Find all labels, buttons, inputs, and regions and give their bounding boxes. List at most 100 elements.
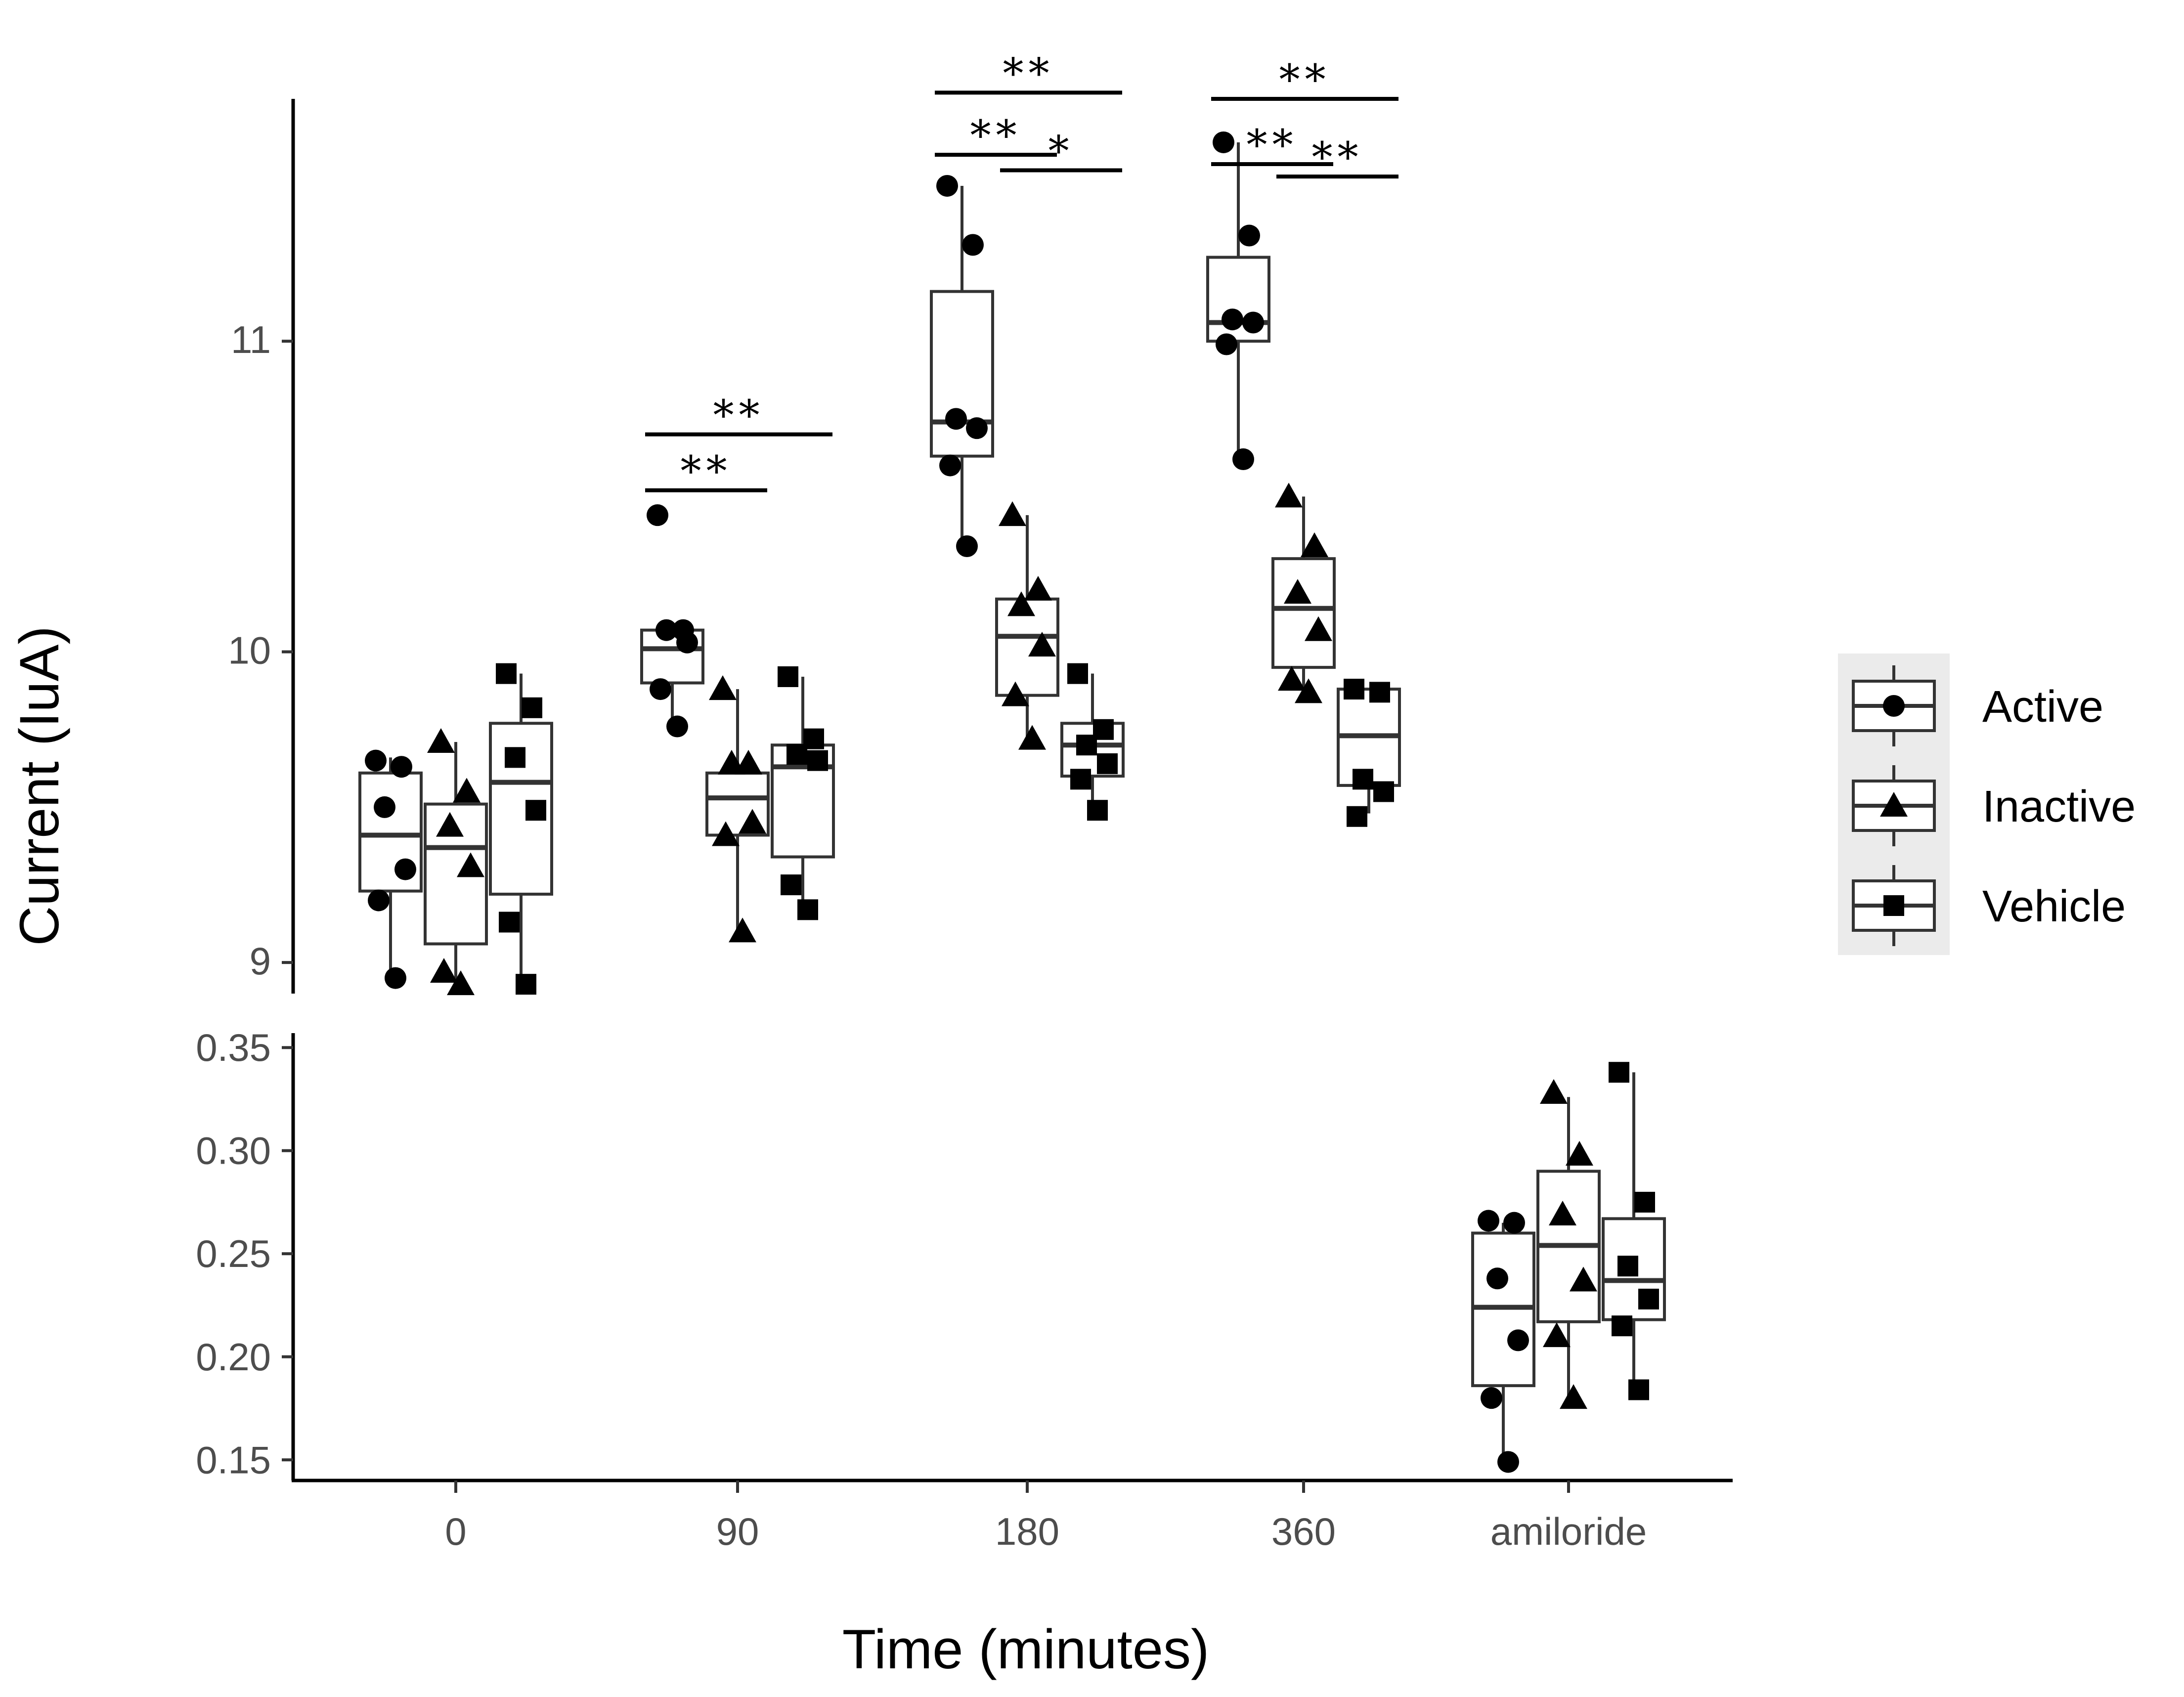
data-point-circle <box>1216 333 1237 355</box>
data-point-circle <box>676 631 698 653</box>
x-tick-label: 0 <box>445 1510 466 1553</box>
upper-y-tick-label: 11 <box>231 318 271 361</box>
lower-y-tick-label: 0.15 <box>196 1438 271 1481</box>
data-point-circle <box>368 889 390 912</box>
data-point-square <box>1628 1379 1649 1400</box>
data-point-square <box>1347 806 1367 827</box>
box-vehicle-amiloride <box>1602 1062 1666 1400</box>
data-point-triangle <box>1275 482 1303 508</box>
legend-key-triangle <box>1880 792 1908 817</box>
data-point-triangle <box>1007 591 1035 616</box>
significance-label: ** <box>1003 49 1054 97</box>
data-point-square <box>786 744 807 765</box>
data-point-square <box>1612 1315 1632 1337</box>
data-point-square <box>1617 1256 1638 1277</box>
data-point-triangle <box>1570 1266 1597 1292</box>
data-point-square <box>522 697 542 718</box>
data-point-triangle <box>430 958 458 983</box>
significance-label: ** <box>1247 121 1298 169</box>
data-point-square <box>496 663 517 684</box>
data-point-square <box>499 912 520 933</box>
box-active-360 <box>1206 131 1270 471</box>
data-point-square <box>1369 682 1390 703</box>
data-point-circle <box>966 417 988 439</box>
data-point-square <box>781 874 801 896</box>
legend: Active Inactive Vehicle <box>1838 653 2136 955</box>
significance-360-inactive-vehicle: ** <box>1276 133 1398 181</box>
significance-180-active-vehicle: ** <box>935 49 1122 97</box>
legend-label: Vehicle <box>1982 882 2126 931</box>
box-active-amiloride <box>1471 1210 1535 1473</box>
data-point-circle <box>374 796 395 818</box>
legend-key-circle <box>1883 695 1905 717</box>
legend-label: Active <box>1982 682 2103 732</box>
significance-annotations: ****** ***** **** <box>645 49 1398 495</box>
data-point-square <box>1070 769 1091 790</box>
box-series <box>358 131 1666 1473</box>
lower-y-tick-label: 0.30 <box>196 1129 271 1173</box>
data-point-square <box>1634 1191 1655 1213</box>
data-point-triangle <box>1305 616 1332 641</box>
box-active-0 <box>358 749 423 989</box>
data-point-triangle <box>447 970 475 996</box>
data-point-triangle <box>1295 678 1322 703</box>
significance-label: ** <box>970 111 1022 160</box>
significance-label: ** <box>681 447 732 495</box>
data-point-square <box>807 750 828 771</box>
data-point-circle <box>385 967 406 989</box>
data-point-triangle <box>453 778 480 803</box>
legend-key-square <box>1883 895 1904 916</box>
significance-180-active-inactive: ** <box>935 111 1057 160</box>
data-point-square <box>1353 769 1373 790</box>
data-point-circle <box>962 234 984 256</box>
data-point-triangle <box>457 852 484 877</box>
legend-item-active: Active <box>1852 665 2103 746</box>
x-tick-label: 90 <box>716 1510 759 1553</box>
data-point-square <box>1638 1288 1659 1309</box>
data-point-triangle <box>436 812 464 837</box>
data-point-triangle <box>1002 681 1029 706</box>
box-inactive-180 <box>995 501 1059 750</box>
lower-y-tick-label: 0.35 <box>196 1026 271 1069</box>
data-point-triangle <box>729 917 756 943</box>
data-point-triangle <box>709 675 737 700</box>
data-point-triangle <box>1540 1079 1568 1104</box>
x-axis-title: Time (minutes) <box>842 1618 1210 1680</box>
lower-y-tick-label: 0.25 <box>196 1232 271 1275</box>
y-axis-title: Current (IuA) <box>8 626 70 946</box>
data-point-circle <box>365 749 387 772</box>
x-ticks: 0 90 180 360 amiloride <box>445 1480 1647 1553</box>
data-point-circle <box>1232 448 1254 471</box>
data-point-circle <box>1507 1329 1529 1351</box>
significance-360-active-inactive: ** <box>1211 121 1333 169</box>
upper-panel: 9 10 11 <box>228 99 295 994</box>
data-point-circle <box>1481 1387 1502 1409</box>
box-vehicle-360 <box>1337 679 1401 827</box>
data-point-triangle <box>712 821 740 846</box>
data-point-circle <box>936 174 958 197</box>
box-inactive-amiloride <box>1536 1079 1601 1409</box>
box-inactive-360 <box>1271 482 1336 703</box>
box-inactive-90 <box>705 675 770 943</box>
data-point-circle <box>647 504 668 526</box>
data-point-circle <box>391 756 412 778</box>
significance-360-active-vehicle: ** <box>1211 55 1398 104</box>
upper-y-ticks: 9 10 11 <box>228 318 293 983</box>
significance-label: ** <box>713 391 765 439</box>
data-point-triangle <box>1024 575 1052 601</box>
box-active-180 <box>930 174 994 557</box>
x-tick-label: amiloride <box>1490 1510 1647 1553</box>
data-point-square <box>505 747 525 768</box>
upper-y-tick-label: 10 <box>228 629 271 672</box>
data-point-circle <box>1242 311 1264 334</box>
legend-label: Inactive <box>1982 782 2136 831</box>
data-point-triangle <box>1018 725 1046 750</box>
data-point-circle <box>1238 224 1260 247</box>
data-point-circle <box>1478 1210 1499 1232</box>
data-point-circle <box>1497 1451 1519 1473</box>
data-point-triangle <box>739 809 766 834</box>
data-point-circle <box>394 858 416 880</box>
data-point-triangle <box>718 749 745 775</box>
significance-90-active-vehicle: ** <box>645 391 832 439</box>
